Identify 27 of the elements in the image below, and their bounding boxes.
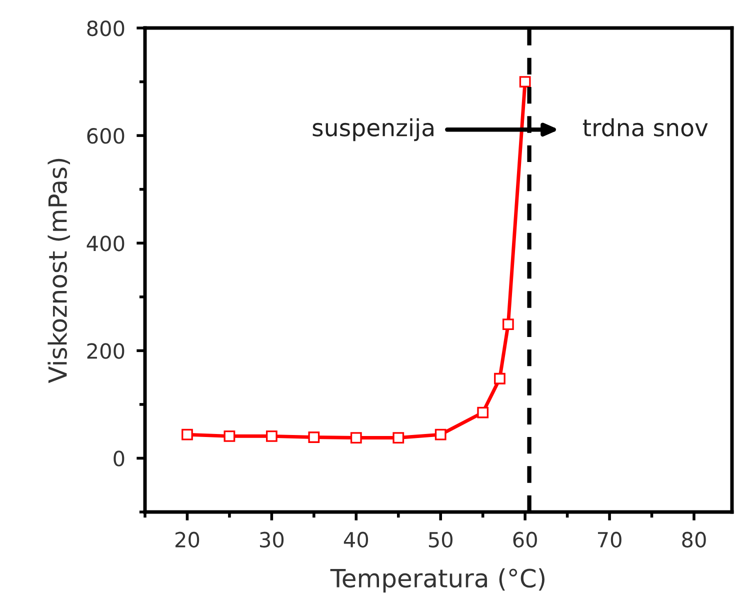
point bbox=[266, 430, 278, 442]
x-tick-label: 40 bbox=[344, 532, 368, 548]
x-tick-label: 70 bbox=[598, 532, 622, 548]
point bbox=[434, 428, 446, 440]
point bbox=[494, 372, 506, 384]
point bbox=[477, 406, 489, 418]
annotation: suspenzija bbox=[312, 118, 434, 142]
point bbox=[350, 432, 362, 444]
x-tick-label: 60 bbox=[513, 532, 537, 548]
y-tick-label: 800 bbox=[87, 20, 124, 36]
y-tick-label: 600 bbox=[87, 128, 124, 144]
point bbox=[182, 428, 193, 440]
point bbox=[502, 318, 514, 330]
annotation: trdna snov bbox=[582, 118, 708, 136]
x-tick-label: 30 bbox=[260, 532, 284, 548]
point bbox=[392, 432, 404, 444]
x-tick-label: 50 bbox=[428, 532, 452, 548]
y-tick-label: 200 bbox=[87, 343, 124, 359]
y-axis-title: Viskoznost (mPas) bbox=[48, 158, 70, 384]
point bbox=[224, 430, 236, 442]
y-tick-label: 400 bbox=[86, 236, 124, 252]
x-axis-title: Temperatura (°C) bbox=[330, 568, 544, 592]
point bbox=[308, 432, 320, 443]
x-tick-label: 20 bbox=[176, 532, 200, 548]
y-tick-label: 0 bbox=[114, 450, 124, 466]
x-tick-label: 80 bbox=[682, 532, 706, 548]
point bbox=[519, 76, 531, 88]
